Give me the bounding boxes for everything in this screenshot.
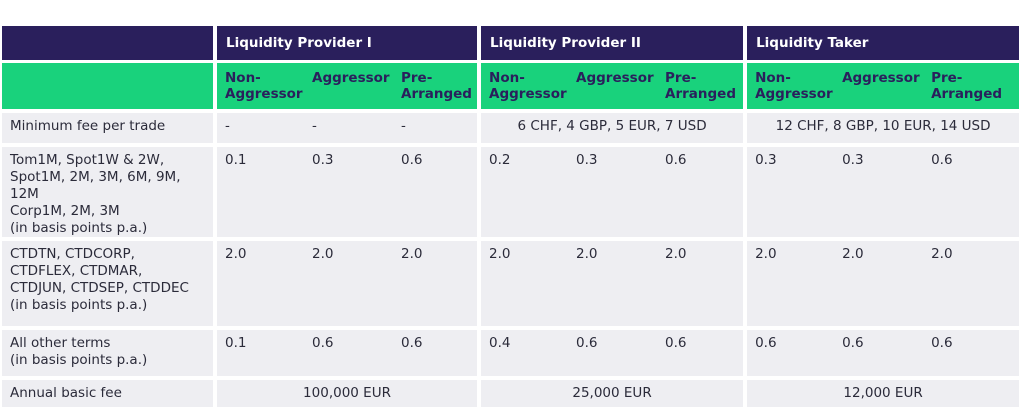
row-label-line: Tom1M, Spot1W & 2W, — [10, 152, 165, 168]
table-cell: 0.6 — [657, 147, 746, 237]
fee-table-container: Liquidity Provider I Liquidity Provider … — [2, 26, 1020, 407]
table-cell: 2.0 — [393, 241, 480, 326]
subheader-non-aggressor: Non-Aggressor — [477, 63, 569, 109]
subheader-aggressor: Aggressor — [834, 63, 924, 109]
table-cell: 25,000 EUR — [477, 380, 746, 407]
table-cell: 0.3 — [834, 147, 924, 237]
row-label-line: (in basis points p.a.) — [10, 297, 148, 313]
row-label-line: CTDTN, CTDCORP, — [10, 246, 135, 262]
group-header-lp2: Liquidity Provider II — [477, 26, 746, 60]
subheader-pre-arranged: Pre-Arranged — [923, 63, 1020, 109]
table-cell: 2.0 — [743, 241, 835, 326]
table-cell: 2.0 — [657, 241, 746, 326]
table-row-annual: Annual basic fee 100,000 EUR 25,000 EUR … — [2, 380, 1020, 407]
table-cell: 0.6 — [743, 330, 835, 376]
subheader-pre-arranged: Pre-Arranged — [393, 63, 480, 109]
table-cell: 2.0 — [568, 241, 658, 326]
row-label: All other terms (in basis points p.a.) — [2, 330, 215, 376]
row-label-line: Corp1M, 2M, 3M — [10, 203, 120, 219]
table-cell: 0.6 — [393, 147, 480, 237]
table-cell: 2.0 — [304, 241, 393, 326]
table-cell: 2.0 — [834, 241, 924, 326]
group-header-lp1: Liquidity Provider I — [212, 26, 480, 60]
row-label: Tom1M, Spot1W & 2W, Spot1M, 2M, 3M, 6M, … — [2, 147, 215, 237]
table-cell: 0.6 — [834, 330, 924, 376]
table-cell: 0.6 — [568, 330, 658, 376]
group-header-lt: Liquidity Taker — [743, 26, 1020, 60]
table-cell: 0.2 — [477, 147, 569, 237]
table-cell: 0.6 — [657, 330, 746, 376]
subheader-non-aggressor: Non-Aggressor — [743, 63, 835, 109]
table-cell: 100,000 EUR — [212, 380, 480, 407]
table-cell: 0.3 — [568, 147, 658, 237]
table-cell: 2.0 — [477, 241, 569, 326]
row-label-line: CTDJUN, CTDSEP, CTDDEC — [10, 280, 189, 296]
table-row-ctd: CTDTN, CTDCORP, CTDFLEX, CTDMAR, CTDJUN,… — [2, 241, 1020, 326]
row-label-line: (in basis points p.a.) — [10, 352, 148, 368]
fee-table: Liquidity Provider I Liquidity Provider … — [2, 26, 1020, 407]
subheader-non-aggressor: Non-Aggressor — [213, 63, 304, 109]
table-row-tom: Tom1M, Spot1W & 2W, Spot1M, 2M, 3M, 6M, … — [2, 147, 1020, 237]
table-cell: 0.3 — [743, 147, 835, 237]
table-cell: 12,000 EUR — [743, 380, 1020, 407]
table-cell: - — [304, 113, 393, 143]
table-cell: - — [213, 113, 304, 143]
group-header-row: Liquidity Provider I Liquidity Provider … — [2, 26, 1020, 60]
subheader-pre-arranged: Pre-Arranged — [657, 63, 746, 109]
row-label-line: CTDFLEX, CTDMAR, — [10, 263, 143, 279]
row-label: Annual basic fee — [2, 380, 215, 407]
table-cell: 0.6 — [923, 147, 1020, 237]
subheader-aggressor: Aggressor — [304, 63, 393, 109]
table-row-other: All other terms (in basis points p.a.) 0… — [2, 330, 1020, 376]
table-cell: 12 CHF, 8 GBP, 10 EUR, 14 USD — [743, 113, 1020, 143]
row-label-line: Spot1M, 2M, 3M, 6M, 9M, 12M — [10, 169, 181, 202]
row-label-line: All other terms — [10, 335, 111, 351]
row-label: Minimum fee per trade — [2, 113, 215, 143]
table-cell: 0.1 — [213, 147, 304, 237]
table-cell: 0.6 — [304, 330, 393, 376]
table-cell: 2.0 — [923, 241, 1020, 326]
table-cell: 0.4 — [477, 330, 569, 376]
table-cell: 0.6 — [923, 330, 1020, 376]
subheader-aggressor: Aggressor — [568, 63, 658, 109]
corner-header-cell — [2, 26, 215, 60]
table-cell: 0.1 — [213, 330, 304, 376]
table-row-min-fee: Minimum fee per trade - - - 6 CHF, 4 GBP… — [2, 113, 1020, 143]
row-label-line: (in basis points p.a.) — [10, 220, 148, 236]
table-cell: 0.6 — [393, 330, 480, 376]
table-cell: - — [393, 113, 480, 143]
table-cell: 0.3 — [304, 147, 393, 237]
table-cell: 2.0 — [213, 241, 304, 326]
corner-subheader-cell — [2, 63, 215, 109]
row-label: CTDTN, CTDCORP, CTDFLEX, CTDMAR, CTDJUN,… — [2, 241, 215, 326]
subheader-row: Non-Aggressor Aggressor Pre-Arranged Non… — [2, 63, 1020, 109]
table-cell: 6 CHF, 4 GBP, 5 EUR, 7 USD — [477, 113, 746, 143]
